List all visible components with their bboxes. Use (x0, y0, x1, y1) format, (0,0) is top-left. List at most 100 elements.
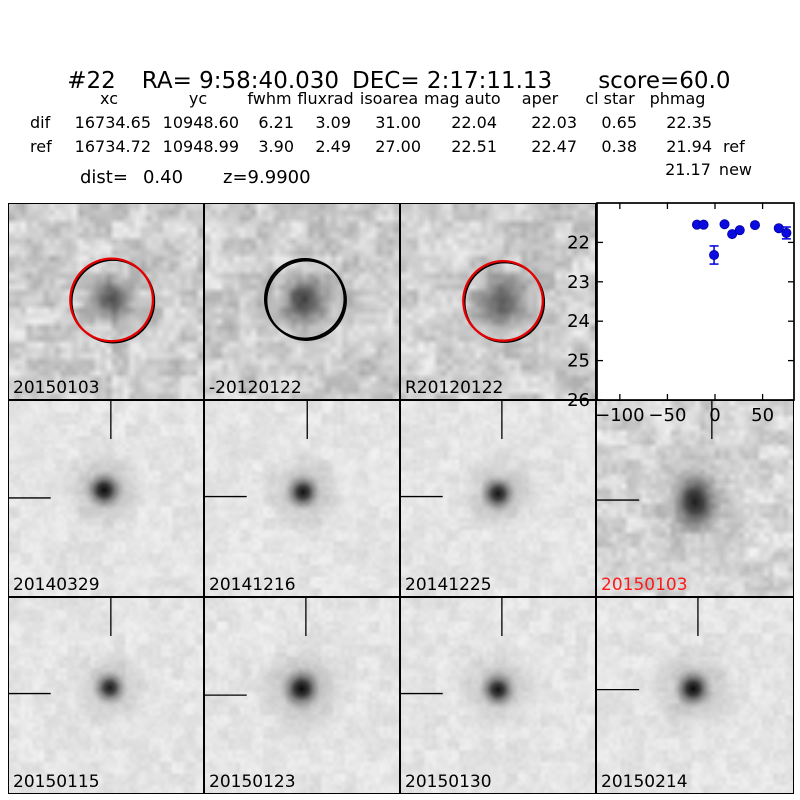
cutout-panel: 20141216 (204, 400, 400, 597)
crosshair-overlay (597, 401, 713, 501)
table-row: ref 16734.72 10948.99 3.90 2.49 27.00 22.51 22.… (30, 137, 767, 159)
cutout-image (401, 598, 595, 793)
cutout-panel: -20120122 (204, 203, 400, 400)
table-header-cell: fluxrad (297, 89, 354, 108)
table-cell: 0.65 (601, 113, 637, 132)
table-cell: 6.21 (258, 113, 294, 132)
table-header-cell: phmag (649, 89, 706, 108)
z-value: z=9.9900 (223, 167, 311, 188)
table-cell: 3.90 (258, 137, 294, 156)
cutout-image (9, 598, 203, 793)
lightcurve-plot: −100 −50 0 50 22 23 24 25 26 (520, 193, 800, 453)
cutout-date-label: 20150103 (13, 378, 100, 398)
table-cell: 21.94 (666, 137, 712, 156)
table-cell: 0.38 (601, 137, 637, 156)
aperture-circle (462, 259, 544, 342)
cutout-date-label: 20150123 (209, 772, 296, 792)
circle-shadow (70, 259, 156, 344)
x-tick-label: 0 (709, 405, 720, 426)
cutout-date-label: -20120122 (209, 378, 302, 398)
cutout-date-label: 20141225 (405, 575, 492, 595)
cutout-date-label: R20120122 (405, 378, 504, 398)
candidate-id: #22 (67, 68, 116, 94)
cutout-date-label: 20141216 (209, 575, 296, 595)
table-row: dif 16734.65 10948.60 6.21 3.09 31.00 22.04 22.… (30, 113, 715, 135)
table-cell: 22.04 (451, 113, 497, 132)
table-header-cell: aper (521, 89, 559, 108)
table-header-row: xc yc fwhm fluxrad isoarea mag auto aper cl sta… (30, 89, 715, 111)
cutout-date-label: 20150103 (601, 575, 688, 595)
table-cell: 31.00 (375, 113, 421, 132)
cutout-panel: 20150123 (204, 597, 400, 794)
crosshair-overlay (9, 401, 112, 499)
y-tick-label: 25 (567, 351, 590, 372)
x-tick-label: −50 (648, 405, 686, 426)
data-point (719, 219, 730, 230)
row-label: dif (30, 113, 51, 132)
page-title: #22 RA= 9:58:40.030 DEC= 2:17:11.13 score=6… (38, 42, 730, 120)
table-header-cell: isoarea (359, 89, 419, 108)
cutout-date-label: 20150214 (601, 772, 688, 792)
table-header-cell: yc (188, 89, 208, 108)
cutout-date-label: 20150115 (13, 772, 100, 792)
lightcurve-svg: −100 −50 0 50 22 23 24 25 26 (567, 202, 795, 426)
y-tick-label: 22 (567, 232, 590, 253)
data-point (698, 219, 709, 230)
plot-frame (596, 202, 795, 401)
table-cell: 22.35 (666, 113, 712, 132)
crosshair-overlay (401, 401, 503, 498)
y-tick-label: 23 (567, 272, 590, 293)
data-point (781, 227, 792, 238)
circle-shadow (265, 259, 347, 341)
crosshair-overlay (597, 598, 699, 691)
table-cell: 16734.65 (74, 113, 151, 132)
table-cell: 22.47 (531, 137, 577, 156)
table-cell: 10948.99 (162, 137, 239, 156)
table-cell: 27.00 (375, 137, 421, 156)
cutout-panel: 20150130 (400, 597, 596, 794)
y-tick-label: 26 (567, 390, 590, 411)
table-header-cell: mag auto (424, 89, 501, 108)
aperture-circle-overlay (462, 259, 546, 343)
y-tick-label: 24 (567, 311, 590, 332)
cutout-panel: 20141225 (400, 400, 596, 597)
table-header-cell: fwhm (247, 89, 292, 108)
table-cell: 22.03 (531, 113, 577, 132)
dist-z-line: dist= 0.40 z=9.9900 (80, 167, 311, 188)
cutout-image (597, 401, 793, 596)
cutout-panel: R20120122 (400, 203, 596, 400)
data-point (709, 250, 720, 261)
dec-value: DEC= 2:17:11.13 (352, 68, 553, 94)
aperture-circle (69, 257, 155, 343)
crosshair-overlay (9, 598, 112, 695)
crosshair-overlay (205, 401, 308, 498)
data-point (734, 225, 745, 236)
phmag-new-suffix: new (718, 160, 752, 179)
table-cell: 3.09 (315, 113, 351, 132)
cutout-image (205, 204, 399, 399)
table-header-cell: xc (100, 89, 118, 108)
cutout-panel: 20150214 (596, 597, 794, 794)
crosshair-overlay (401, 598, 503, 695)
data-point (749, 220, 760, 231)
aperture-circle-overlay (263, 258, 347, 341)
cutout-image (9, 204, 203, 399)
aperture-circle (263, 258, 346, 340)
cutout-panel: 20150115 (8, 597, 204, 794)
cutout-date-label: 20150130 (405, 772, 492, 792)
x-tick-label: −100 (595, 405, 644, 426)
table-cell: 16734.72 (74, 137, 151, 156)
cutout-image (205, 401, 399, 596)
table-cell: 2.49 (315, 137, 351, 156)
aperture-circle-overlay (69, 257, 156, 344)
phmag-new-line: 21.17 new (500, 160, 752, 179)
table-cell: 22.51 (451, 137, 497, 156)
cutout-image (401, 204, 595, 399)
table-cell: 10948.60 (162, 113, 239, 132)
dist-value: 0.40 (142, 167, 184, 188)
ra-value: RA= 9:58:40.030 (141, 68, 340, 94)
data-point (773, 223, 784, 234)
row-suffix: ref (723, 137, 745, 156)
cutout-panel: 20140329 (8, 400, 204, 597)
